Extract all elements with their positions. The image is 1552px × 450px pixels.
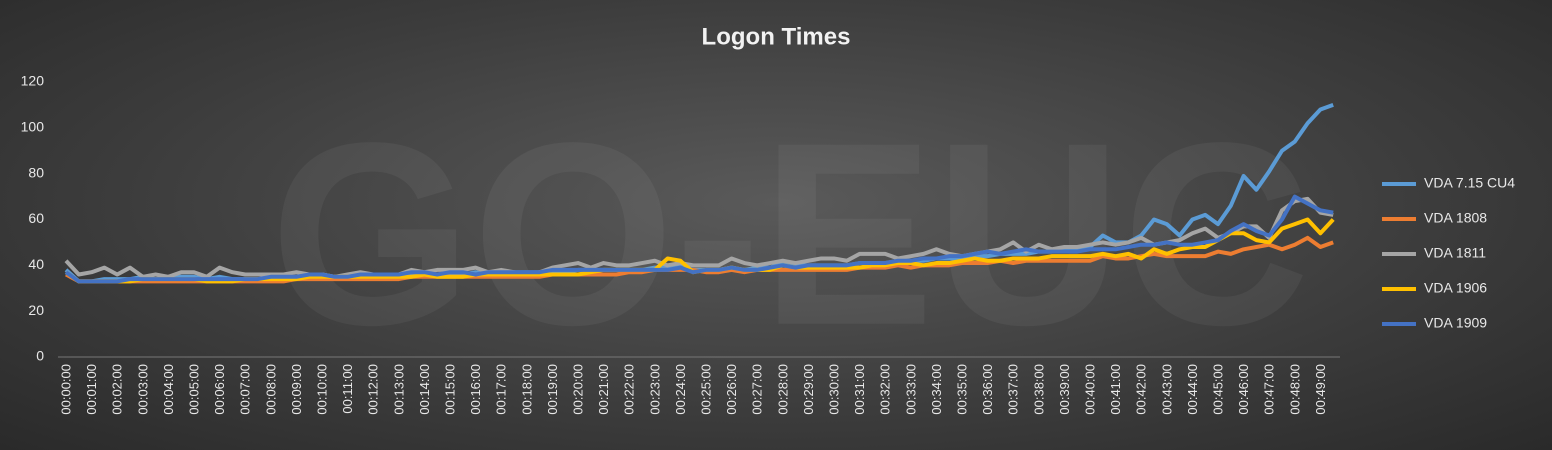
x-tick-label: 00:21:00 xyxy=(596,364,611,415)
x-tick-label: 00:32:00 xyxy=(878,364,893,415)
y-tick-label: 80 xyxy=(28,164,44,180)
x-tick-label: 00:41:00 xyxy=(1108,364,1123,415)
legend-label: VDA 7.15 CU4 xyxy=(1424,175,1515,191)
watermark: GO-EUC xyxy=(270,90,1310,380)
x-tick-label: 00:19:00 xyxy=(545,364,560,415)
x-tick-label: 00:30:00 xyxy=(827,364,842,415)
x-tick-label: 00:40:00 xyxy=(1083,364,1098,415)
x-tick-label: 00:07:00 xyxy=(238,364,253,415)
x-tick-label: 00:12:00 xyxy=(366,364,381,415)
x-tick-label: 00:17:00 xyxy=(494,364,509,415)
x-tick-label: 00:38:00 xyxy=(1031,364,1046,415)
x-tick-label: 00:35:00 xyxy=(955,364,970,415)
x-tick-label: 00:05:00 xyxy=(187,364,202,415)
x-tick-label: 00:22:00 xyxy=(622,364,637,415)
x-tick-label: 00:11:00 xyxy=(340,364,355,414)
y-tick-label: 60 xyxy=(28,210,44,226)
x-tick-label: 00:01:00 xyxy=(84,364,99,415)
series-line xyxy=(64,194,1334,284)
y-tick-label: 120 xyxy=(21,73,45,89)
y-tick-label: 40 xyxy=(28,256,44,272)
legend-label: VDA 1811 xyxy=(1424,245,1486,261)
x-tick-label: 00:34:00 xyxy=(929,364,944,415)
x-tick-label: 00:03:00 xyxy=(135,364,150,415)
x-tick-label: 00:14:00 xyxy=(417,364,432,415)
x-tick-label: 00:08:00 xyxy=(263,364,278,415)
legend-label: VDA 1906 xyxy=(1424,280,1487,296)
x-tick-label: 00:45:00 xyxy=(1211,364,1226,415)
x-tick-label: 00:49:00 xyxy=(1313,364,1328,415)
x-tick-label: 00:28:00 xyxy=(775,364,790,415)
x-tick-label: 00:02:00 xyxy=(110,364,125,415)
series-line xyxy=(64,196,1334,279)
x-tick-label: 00:36:00 xyxy=(980,364,995,415)
x-tick-label: 00:09:00 xyxy=(289,364,304,415)
x-tick-label: 00:06:00 xyxy=(212,364,227,415)
y-tick-label: 0 xyxy=(36,348,44,364)
y-tick-label: 20 xyxy=(28,302,44,318)
x-tick-label: 00:23:00 xyxy=(647,364,662,415)
legend-label: VDA 1808 xyxy=(1424,210,1487,226)
x-tick-label: 00:39:00 xyxy=(1057,364,1072,415)
y-tick-label: 100 xyxy=(21,119,45,135)
x-tick-label: 00:18:00 xyxy=(519,364,534,415)
x-tick-label: 00:37:00 xyxy=(1006,364,1021,415)
x-tick-label: 00:20:00 xyxy=(571,364,586,415)
x-tick-label: 00:46:00 xyxy=(1236,364,1251,415)
x-tick-label: 00:10:00 xyxy=(315,364,330,415)
x-tick-label: 00:13:00 xyxy=(391,364,406,415)
x-tick-label: 00:00:00 xyxy=(59,364,74,415)
x-tick-label: 00:33:00 xyxy=(903,364,918,415)
x-tick-label: 00:15:00 xyxy=(443,364,458,415)
x-tick-label: 00:44:00 xyxy=(1185,364,1200,415)
x-tick-label: 00:48:00 xyxy=(1287,364,1302,415)
legend-label: VDA 1909 xyxy=(1424,315,1487,331)
x-tick-label: 00:42:00 xyxy=(1134,364,1149,415)
x-tick-label: 00:24:00 xyxy=(673,364,688,415)
x-tick-label: 00:25:00 xyxy=(699,364,714,415)
x-tick-label: 00:27:00 xyxy=(750,364,765,415)
x-tick-label: 00:04:00 xyxy=(161,364,176,415)
x-tick-label: 00:26:00 xyxy=(724,364,739,415)
chart-title: Logon Times xyxy=(702,23,851,50)
x-tick-label: 00:16:00 xyxy=(468,364,483,415)
x-tick-label: 00:43:00 xyxy=(1159,364,1174,415)
x-tick-label: 00:47:00 xyxy=(1262,364,1277,415)
x-tick-label: 00:31:00 xyxy=(852,364,867,415)
x-tick-label: 00:29:00 xyxy=(801,364,816,415)
